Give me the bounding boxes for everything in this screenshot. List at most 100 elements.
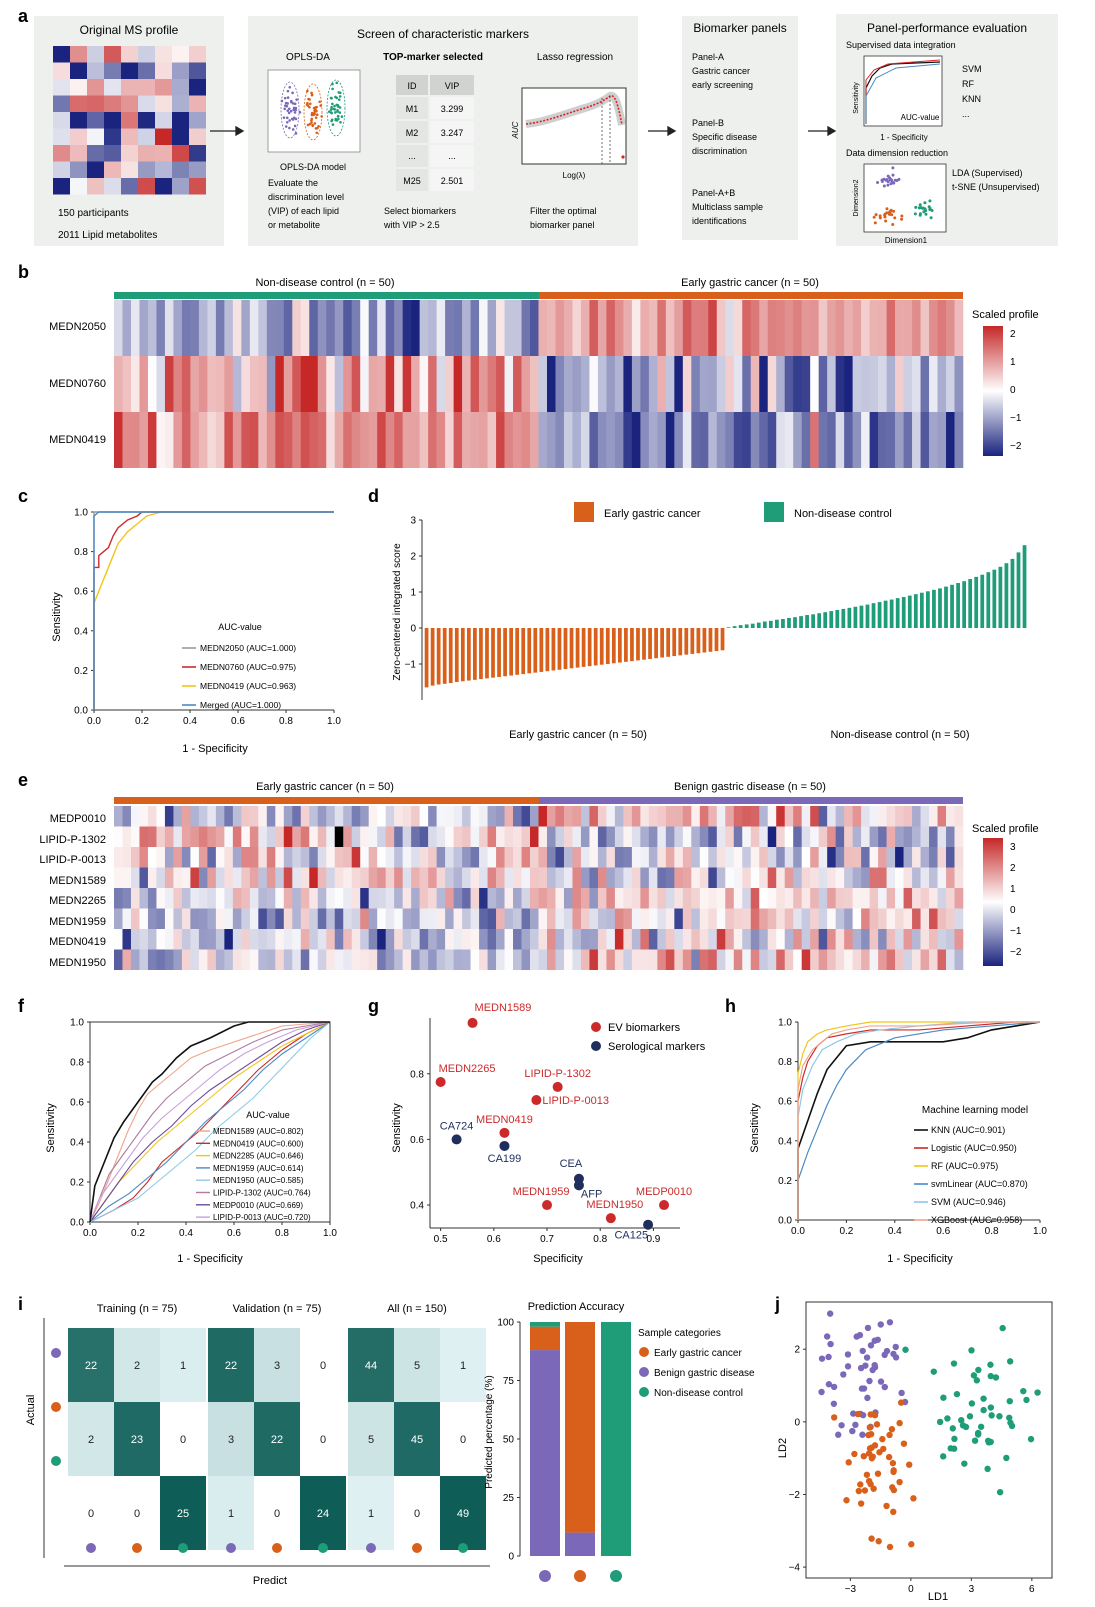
d-bar [787,617,791,628]
y-tick-label: 1 [410,588,416,599]
heatmap-e-cell [827,908,836,929]
i-xlabel: Predict [253,1575,287,1587]
heatmap-e-cell [699,806,709,827]
heatmap-e-cell [920,949,930,970]
heatmap-b-cell [691,412,701,468]
roc-series-line [89,1021,331,1223]
g-point-label: MEDN1950 [586,1199,643,1211]
heatmap-b-cell [317,300,327,356]
heatmap-b-cell [249,356,259,412]
j-point [881,1383,888,1391]
oplsda-dot [338,95,342,98]
heatmap-e-cell [241,847,251,868]
heatmap-e-cell [886,908,896,929]
heatmap-b-cell [156,412,166,468]
heatmap-e-cell [173,908,183,929]
y-tick-label: 0.6 [70,1098,84,1109]
heatmap-e-cell [470,806,480,827]
heatmap-e-cell [725,867,735,888]
heatmap-b-cell [470,300,480,356]
y-tick-label: 0.2 [74,666,88,677]
heatmap-b-cell [580,412,590,468]
heatmap-e-cell [716,908,726,929]
heatmap-e-cell [623,908,633,929]
heatmap-b-cell [929,300,938,356]
heatmap-e-cell [428,847,437,868]
heatmap-b-cell [385,412,395,468]
roc-series-line [797,1021,1040,1220]
j-point [844,1351,852,1358]
heatmap-e-cell [470,929,480,950]
heatmap-e-cell [224,888,234,909]
heatmap-e-cell [181,826,191,847]
heatmap-e-cell [954,806,964,827]
heatmap-e-cell [513,867,522,888]
heatmap-e-cell [572,826,582,847]
heatmap-b-cell [224,300,234,356]
d-bar [473,628,477,680]
d-bar [871,603,876,628]
heatmap-e-cell [198,949,208,970]
oplsda-dot [333,108,337,111]
dr-dot [918,212,922,216]
f-legend-label: MEDP0010 (AUC=0.669) [213,1201,303,1210]
dr-dot [892,181,896,185]
ms-cell [53,95,70,112]
heatmap-b-cell [597,356,607,412]
d-bar [901,597,906,628]
heatmap-e-cell [411,847,420,868]
heatmap-b-cell [436,300,446,356]
heatmap-e-cell [572,806,582,827]
heatmap-e-cell [114,826,123,847]
h-legend-label: svmLinear (AUC=0.870) [931,1179,1028,1189]
heatmap-e-cell [852,867,862,888]
heatmap-b-cell [818,356,828,412]
oplsda-dot [286,109,290,112]
oplsda-dot [284,125,288,128]
mini-dr-dots [872,166,934,227]
heatmap-e-cell [351,888,361,909]
heatmap-e-cell [368,826,378,847]
j-point [877,1321,884,1328]
heatmap-e-cell [903,826,913,847]
dr-dot [923,201,927,205]
cm-value: 23 [131,1434,143,1446]
table-cell: M25 [403,176,421,186]
ms-cell [53,145,70,162]
heatmap-e-cell [784,847,794,868]
d-bar [509,628,514,676]
dr-dot [924,212,928,216]
d-bar [835,610,840,628]
heatmap-b-cell [810,412,819,468]
ms-cell [53,112,70,129]
cm-value: 0 [274,1508,280,1520]
heatmap-e-cell [215,847,225,868]
heatmap-b-cell [130,356,140,412]
heatmap-e-cell [657,826,667,847]
heatmap-b-cell [351,300,361,356]
heatmap-e-cell [181,806,191,827]
ms-cell [189,161,206,178]
oplsda-dot [334,111,337,114]
cm-cell [300,1476,346,1550]
heatmap-e-cell [445,888,454,909]
heatmap-e-cell [614,847,624,868]
heatmap-e-cell [563,806,573,827]
x-tick-label: 0.6 [231,716,245,727]
heatmap-e-cell [954,847,964,868]
d-bar [442,628,447,684]
scatter-chart-g: 0.5 0.6 0.7 0.8 0.90.40.60.8MEDN1589MEDN2265… [410,1002,692,1245]
heatmap-e-cell [504,847,514,868]
g-legend-label: Serological markers [608,1041,706,1053]
heatmap-e-cell [385,826,395,847]
heatmap-e-cell [555,888,565,909]
heatmap-e-cell [462,867,471,888]
heatmap-b-cell [759,300,769,356]
heatmap-e-cell [139,949,149,970]
heatmap-b-cell [156,300,166,356]
cm-cell [254,1328,300,1402]
heatmap-e-cell [385,908,395,929]
heatmap-e-cell [818,867,828,888]
heatmap-e-cell [385,888,395,909]
ms-cell [87,112,104,129]
